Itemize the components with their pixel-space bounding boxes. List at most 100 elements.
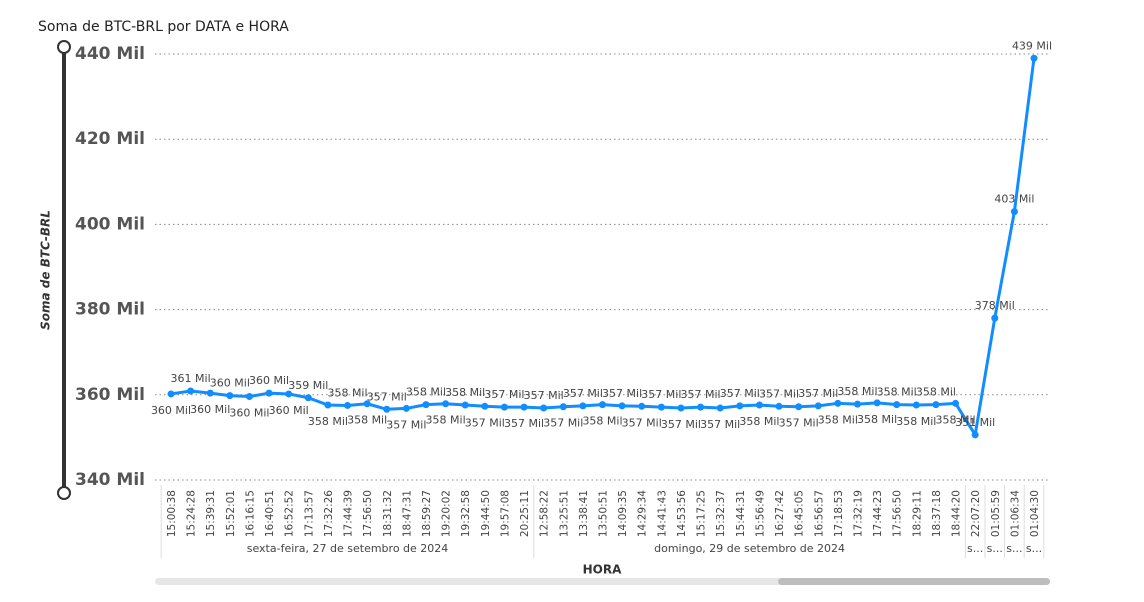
value-label: 357 Mil [367, 390, 407, 403]
x-tick-label: 20:25:11 [519, 490, 531, 537]
value-label: 360 Mil [190, 403, 230, 416]
point [285, 390, 293, 398]
point [187, 387, 195, 395]
value-label: 358 Mil [935, 413, 975, 426]
value-label: 358 Mil [327, 386, 367, 399]
x-tick-label: 18:31:32 [382, 490, 394, 537]
y-tick-label: 420 Mil [75, 129, 145, 149]
point [932, 401, 940, 409]
value-label: 357 Mil [524, 389, 564, 402]
value-label: 357 Mil [661, 418, 701, 431]
x-tick-label: 01:05:59 [990, 490, 1002, 537]
point [1010, 208, 1018, 216]
point [559, 403, 567, 411]
point [873, 399, 881, 407]
scrollbar[interactable] [155, 578, 1050, 585]
x-tick-label: 18:37:18 [931, 490, 943, 537]
point [736, 402, 744, 410]
x-tick-label: 17:32:26 [323, 490, 335, 537]
x-tick-label: 17:18:53 [833, 490, 845, 537]
x-tick-label: 16:40:51 [264, 490, 276, 537]
x-tick-label: 12:58:22 [539, 490, 551, 537]
point [206, 389, 214, 397]
x-tick-label: 19:57:08 [499, 490, 511, 537]
point [579, 402, 587, 410]
group-label: s... [987, 542, 1003, 555]
value-label: 358 Mil [837, 385, 877, 398]
group-label: sexta-feira, 27 de setembro de 2024 [247, 542, 449, 555]
point [834, 399, 842, 407]
value-label: 357 Mil [641, 388, 681, 401]
point [618, 402, 626, 410]
x-tick-label: 16:52:52 [284, 490, 296, 537]
point [716, 404, 724, 412]
value-label: 358 Mil [818, 413, 858, 426]
value-label: 358 Mil [406, 386, 446, 399]
group-label: domingo, 29 de setembro de 2024 [654, 542, 845, 555]
point [540, 404, 548, 412]
value-label: 357 Mil [386, 418, 426, 431]
x-tick-label: 19:20:02 [441, 490, 453, 537]
y-tick-label: 360 Mil [75, 385, 145, 405]
value-label: 358 Mil [308, 415, 348, 428]
x-tick-label: 14:29:34 [637, 490, 649, 537]
y-tick-label: 400 Mil [75, 214, 145, 234]
x-tick-label: 17:44:39 [343, 490, 355, 537]
point [853, 400, 861, 408]
point [599, 401, 606, 409]
x-tick-label: 18:29:11 [911, 490, 923, 537]
x-tick-label: 16:45:05 [794, 490, 806, 537]
point [814, 402, 822, 410]
point [638, 402, 646, 410]
x-tick-label: 15:52:01 [225, 490, 237, 537]
point [481, 402, 489, 410]
point [1030, 54, 1038, 62]
point [402, 404, 410, 412]
value-label: 358 Mil [896, 415, 936, 428]
point [912, 401, 920, 409]
x-tick-label: 22:07:20 [970, 490, 982, 537]
value-label: 358 Mil [877, 386, 917, 399]
value-label: 360 Mil [151, 404, 191, 417]
value-label: 357 Mil [563, 387, 603, 400]
value-label: 357 Mil [700, 418, 740, 431]
chart-title: Soma de BTC-BRL por DATA e HORA [38, 19, 289, 35]
x-tick-label: 14:09:35 [617, 490, 629, 537]
value-label: 358 Mil [739, 415, 779, 428]
point [775, 402, 783, 410]
value-label: 359 Mil [288, 379, 328, 392]
y-tick-label: 440 Mil [75, 44, 145, 64]
value-label: 357 Mil [602, 387, 642, 400]
value-label: 357 Mil [484, 388, 524, 401]
value-label: 358 Mil [445, 386, 485, 399]
group-label: s... [1006, 542, 1022, 555]
value-label: 357 Mil [622, 416, 662, 429]
point [245, 393, 253, 401]
value-label: 357 Mil [543, 417, 583, 430]
point [657, 403, 665, 411]
zoom-slider[interactable] [57, 40, 71, 500]
x-tick-label: 13:25:51 [558, 490, 570, 537]
x-tick-label: 17:56:50 [892, 490, 904, 537]
value-label: 357 Mil [720, 387, 760, 400]
x-tick-label: 15:17:25 [696, 490, 708, 537]
x-tick-label: 16:56:57 [813, 490, 825, 537]
point [344, 401, 352, 409]
value-label: 357 Mil [759, 387, 799, 400]
point [226, 392, 234, 400]
x-tick-label: 18:44:20 [951, 490, 963, 537]
point [167, 390, 175, 398]
x-tick-label: 16:16:15 [244, 490, 256, 537]
value-label: 358 Mil [426, 414, 466, 427]
value-label: 357 Mil [779, 417, 819, 430]
x-tick-label: 17:13:57 [303, 490, 315, 537]
point [265, 389, 273, 397]
x-tick-label: 19:44:50 [480, 490, 492, 537]
y-tick-label: 380 Mil [75, 300, 145, 320]
value-label: 439 Mil [1012, 39, 1052, 52]
value-label: 357 Mil [504, 417, 544, 430]
point [952, 399, 960, 407]
value-label: 357 Mil [681, 388, 721, 401]
